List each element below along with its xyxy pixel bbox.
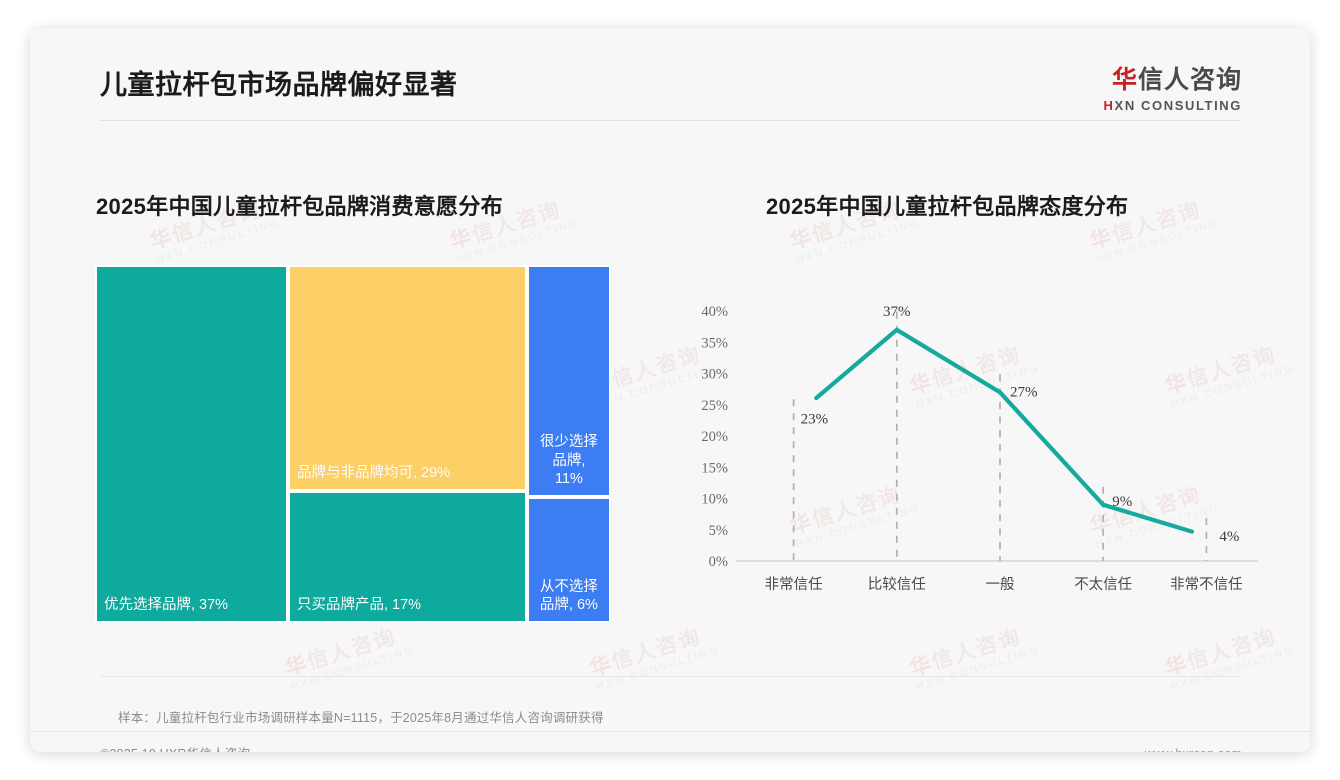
line-chart: 0% 5% 10% 15% 20% 25% 30% 35% 40% 23% 37% 27% 9% 4% 非常… — [660, 265, 1270, 623]
y-axis-tick-label: 30% — [701, 367, 728, 383]
treemap-cell[interactable]: 很少选择 品牌, 11% — [526, 265, 611, 497]
watermark-english: HXN CONSULTING — [154, 216, 282, 267]
right-chart-title: 2025年中国儿童拉杆包品牌态度分布 — [766, 194, 1129, 219]
source-divider — [100, 676, 1240, 677]
watermark-chinese: 华信人咨询 — [282, 625, 400, 681]
treemap-chart: 优先选择品牌, 37% 品牌与非品牌均可, 29% 只买品牌产品, 17% 很少选择品… — [95, 265, 611, 623]
y-axis-tick-label: 0% — [709, 554, 728, 570]
y-axis-tick-label: 20% — [701, 429, 728, 445]
line-series-path — [814, 327, 1195, 534]
treemap-cell-label: 从不选择 品牌, 6% — [539, 578, 598, 614]
footer-divider — [30, 731, 1310, 732]
y-axis-tick-label: 5% — [709, 523, 728, 539]
logo-english-rest: XN CONSULTING — [1114, 98, 1242, 113]
watermark-english: HXN CONSULTING — [1094, 216, 1222, 267]
source-note: 样本：儿童拉杆包行业市场调研样本量N=1115，于2025年8月通过华信人咨询调… — [118, 711, 604, 725]
x-axis-tick-label: 不太信任 — [1074, 576, 1132, 593]
footer-website: www.hxrcon.com — [1145, 748, 1242, 752]
data-point-label: 9% — [1112, 494, 1132, 510]
header-divider — [100, 120, 1240, 121]
company-logo: 华信人咨询 HXN CONSULTING — [1104, 68, 1242, 113]
left-chart-title: 2025年中国儿童拉杆包品牌消费意愿分布 — [96, 194, 503, 219]
x-axis-tick-label: 比较信任 — [868, 575, 926, 593]
data-point-label: 23% — [801, 411, 829, 427]
treemap-cell[interactable]: 只买品牌产品, 17% — [287, 490, 527, 623]
y-axis-tick-label: 10% — [701, 492, 728, 508]
watermark-chinese: 华信人咨询 — [907, 625, 1025, 681]
data-point-label: 27% — [1010, 384, 1038, 400]
y-axis-tick-label: 40% — [701, 304, 728, 320]
line-chart-svg: 0% 5% 10% 15% 20% 25% 30% 35% 40% 23% 37% 27% 9% 4% 非常… — [701, 304, 1258, 593]
y-axis-tick-label: 25% — [701, 398, 728, 414]
treemap-cell[interactable]: 优先选择品牌, 37% — [95, 265, 288, 623]
treemap-cell-label: 优先选择品牌, 37% — [104, 597, 229, 614]
x-axis-tick-label: 非常信任 — [765, 576, 823, 593]
watermark-english: HXN CONSULTING — [454, 216, 582, 267]
logo-chinese-rest: 信人咨询 — [1137, 66, 1242, 94]
watermark-english: HXN CONSULTING — [794, 216, 922, 267]
logo-chinese-accent: 华 — [1111, 66, 1138, 94]
treemap-cell-label: 很少选择 品牌, 11% — [539, 433, 598, 488]
slide: 华信人咨询 HXN CONSULTING 华信人咨询 HXN CONSULTING 华信… — [30, 28, 1310, 752]
data-point-label: 4% — [1219, 529, 1239, 545]
x-axis-tick-label: 一般 — [986, 576, 1015, 593]
treemap-cell[interactable]: 从不选择 品牌, 6% — [526, 496, 611, 623]
watermark-chinese: 华信人咨询 — [1162, 625, 1280, 681]
data-point-label: 37% — [883, 304, 911, 320]
logo-english-accent: H — [1103, 98, 1115, 113]
treemap-cell-label: 品牌与非品牌均可, 29% — [296, 464, 451, 481]
treemap-cell-label: 只买品牌产品, 17% — [296, 597, 422, 614]
watermark-chinese: 华信人咨询 — [587, 625, 705, 681]
logo-chinese: 华信人咨询 — [1104, 68, 1242, 93]
watermark-english: HXN CONSULTING — [914, 643, 1042, 694]
watermark-english: HXN CONSULTING — [1169, 643, 1297, 694]
slide-header: 儿童拉杆包市场品牌偏好显著 华信人咨询 HXN CONSULTING — [30, 28, 1310, 121]
logo-english: HXN CONSULTING — [1104, 99, 1242, 112]
y-axis-tick-label: 35% — [701, 335, 728, 351]
watermark-english: HXN CONSULTING — [594, 643, 722, 694]
treemap-cell[interactable]: 品牌与非品牌均可, 29% — [287, 265, 527, 491]
watermark-english: HXN CONSULTING — [289, 643, 417, 694]
page-title: 儿童拉杆包市场品牌偏好显著 — [100, 70, 458, 100]
y-axis-tick-label: 15% — [701, 460, 728, 476]
x-axis-tick-label: 非常不信任 — [1170, 576, 1243, 593]
footer-copyright: ©2025.10 HXR华信人咨询 — [100, 748, 250, 752]
